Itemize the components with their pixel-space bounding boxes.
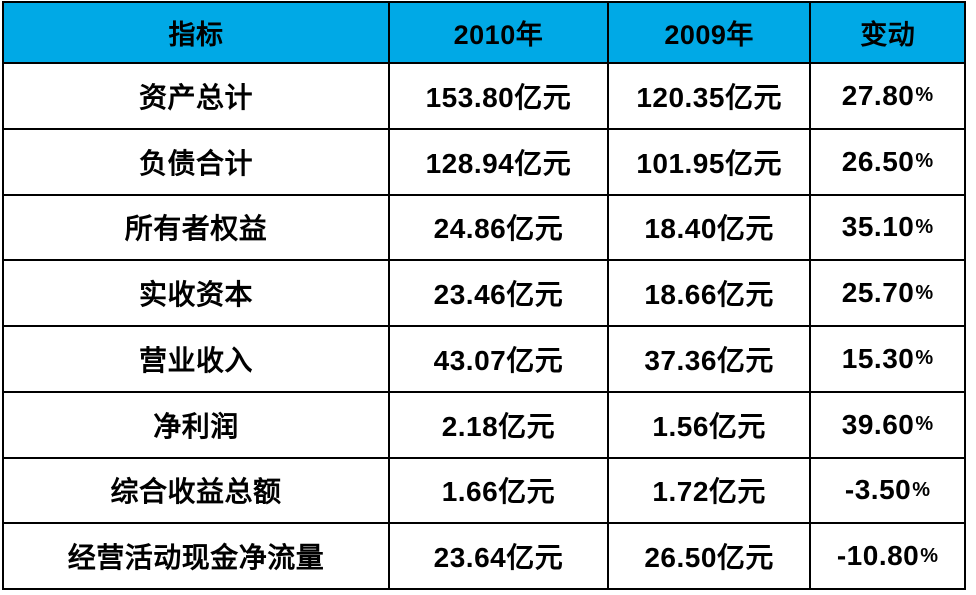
row-value-2010: 153.80亿元 [388, 64, 607, 128]
row-indicator: 综合收益总额 [110, 476, 282, 508]
header-2010: 2010年 [388, 3, 607, 62]
row-change: 27.80% [809, 64, 964, 128]
row-value-2009: 101.95亿元 [606, 129, 810, 194]
row-value-2010: 43.07亿元 [388, 327, 607, 391]
change-value: 25.70 [841, 277, 915, 309]
table-row: 经营活动现金净流量 23.64亿元 26.50亿元 -10.80% [4, 522, 964, 588]
financial-comparison-table: 指标 2010年 2009年 变动 资产总计 153.80亿元 120.35亿元… [2, 1, 966, 590]
change-value: 39.60 [841, 408, 915, 440]
percent-sign: % [915, 150, 934, 173]
row-change: -10.80% [809, 524, 964, 588]
percent-sign: % [915, 84, 934, 107]
row-change: 35.10% [809, 195, 964, 260]
row-change: 39.60% [809, 392, 964, 457]
table-row: 实收资本 23.46亿元 18.66亿元 25.70% [4, 259, 964, 325]
percent-sign: % [915, 413, 934, 436]
percent-sign: % [915, 281, 934, 304]
row-indicator: 实收资本 [138, 279, 253, 311]
percent-sign: % [915, 347, 934, 370]
row-change: -3.50% [809, 458, 964, 523]
percent-sign: % [920, 544, 939, 567]
percent-sign: % [915, 215, 934, 238]
header-2009: 2009年 [606, 3, 810, 62]
row-change: 26.50% [809, 129, 964, 194]
row-indicator: 营业收入 [138, 344, 253, 376]
row-value-2009: 1.56亿元 [606, 392, 810, 457]
change-value: -10.80 [836, 540, 920, 572]
change-value: 26.50 [841, 145, 915, 177]
row-value-2009: 1.72亿元 [606, 458, 810, 523]
table-row: 负债合计 128.94亿元 101.95亿元 26.50% [4, 127, 964, 194]
row-indicator: 经营活动现金净流量 [67, 542, 325, 574]
row-indicator: 净利润 [153, 410, 239, 442]
row-indicator: 资产总计 [138, 81, 253, 113]
row-indicator: 负债合计 [138, 147, 253, 179]
row-value-2009: 18.40亿元 [606, 195, 810, 260]
change-value: 27.80 [841, 79, 915, 111]
row-indicator: 所有者权益 [124, 213, 268, 245]
row-change: 15.30% [809, 327, 964, 391]
row-value-2009: 120.35亿元 [606, 64, 810, 128]
row-value-2010: 23.64亿元 [388, 524, 607, 588]
header-change: 变动 [809, 3, 964, 62]
row-change: 25.70% [809, 261, 964, 325]
change-value: 15.30 [841, 342, 915, 374]
table-row: 资产总计 153.80亿元 120.35亿元 27.80% [4, 62, 964, 128]
header-indicator: 指标 [168, 20, 224, 50]
row-value-2010: 128.94亿元 [388, 129, 607, 194]
table-row: 营业收入 43.07亿元 37.36亿元 15.30% [4, 325, 964, 391]
table-row: 所有者权益 24.86亿元 18.40亿元 35.10% [4, 193, 964, 260]
row-value-2009: 18.66亿元 [606, 261, 810, 325]
row-value-2010: 1.66亿元 [388, 458, 607, 523]
row-value-2010: 24.86亿元 [388, 195, 607, 260]
table-header-row: 指标 2010年 2009年 变动 [4, 3, 964, 62]
table-row: 综合收益总额 1.66亿元 1.72亿元 -3.50% [4, 456, 964, 523]
table-row: 净利润 2.18亿元 1.56亿元 39.60% [4, 390, 964, 457]
row-value-2010: 23.46亿元 [388, 261, 607, 325]
row-value-2010: 2.18亿元 [388, 392, 607, 457]
row-value-2009: 37.36亿元 [606, 327, 810, 391]
change-value: -3.50 [844, 474, 912, 506]
percent-sign: % [912, 478, 931, 501]
row-value-2009: 26.50亿元 [606, 524, 810, 588]
change-value: 35.10 [841, 211, 915, 243]
